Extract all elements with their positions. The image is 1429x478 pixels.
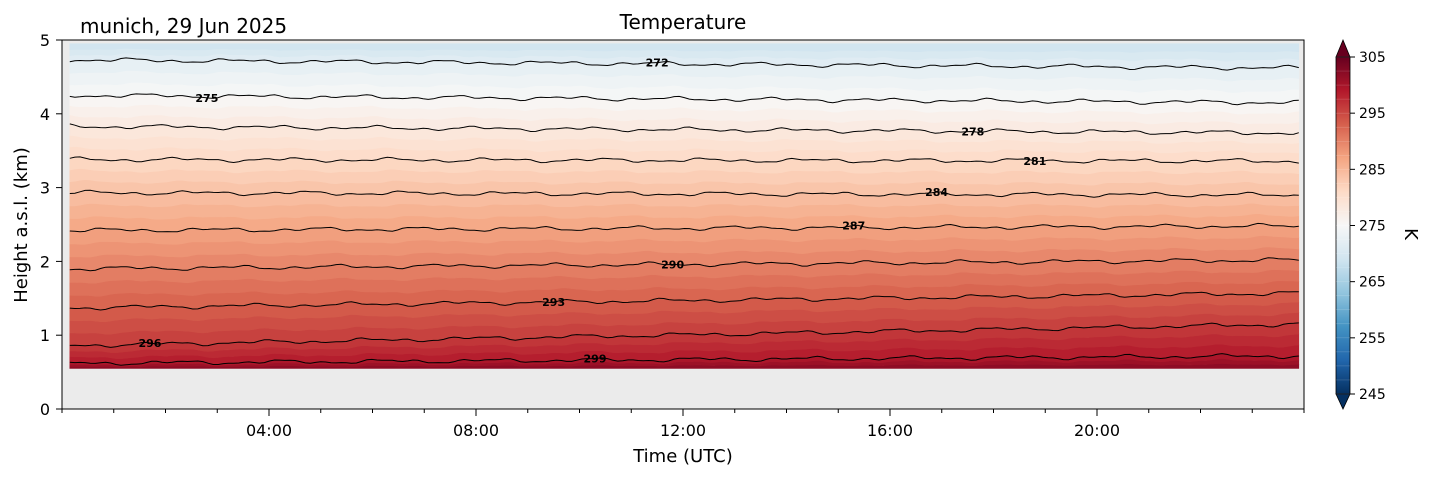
y-tick-label: 2 (40, 252, 50, 271)
contour-label-290: 290 (661, 258, 684, 271)
colorbar-min-arrow (1335, 393, 1351, 410)
colorbar-ticks: 245 255 265 275 285 295 305 (1336, 50, 1386, 403)
contour-label-299: 299 (584, 352, 607, 365)
x-axis: 04:00 08:00 12:00 16:00 20:00 (61, 409, 1305, 440)
contour-line-287 (69, 222, 1299, 233)
contour-labels: 299 296 293 290 287 284 281 278 275 272 (138, 57, 1046, 366)
contour-label-284: 284 (925, 186, 948, 199)
colorbar-gradient (1336, 57, 1350, 394)
colorbar-max-arrow (1335, 38, 1351, 58)
y-tick-label: 3 (40, 179, 50, 198)
colorbar-tick-label: 295 (1359, 106, 1386, 122)
contour-line-284 (69, 189, 1299, 198)
contour-line-281 (69, 156, 1299, 164)
contour-line-275 (69, 93, 1299, 106)
temperature-field (69, 43, 1300, 369)
x-tick-label: 16:00 (867, 421, 913, 440)
colorbar: 245 255 265 275 285 295 305 K (1335, 38, 1421, 410)
x-tick-label: 20:00 (1074, 421, 1120, 440)
x-tick-label: 04:00 (246, 421, 292, 440)
contour-label-272: 272 (646, 57, 669, 70)
plot-area: 299 296 293 290 287 284 281 278 275 272 (61, 39, 1305, 410)
contour-line-299 (69, 353, 1299, 366)
contour-line-293 (69, 291, 1299, 311)
colorbar-tick-label: 245 (1359, 387, 1386, 403)
contour-line-290 (69, 257, 1299, 272)
contour-label-278: 278 (961, 126, 984, 139)
y-axis-label: Height a.s.l. (km) (11, 147, 32, 303)
x-tick-label: 08:00 (453, 421, 499, 440)
y-tick-label: 1 (40, 326, 50, 345)
contour-line-272 (69, 57, 1299, 71)
contour-label-293: 293 (542, 296, 565, 309)
temperature-band (69, 43, 1300, 53)
colorbar-tick-label: 265 (1359, 275, 1386, 291)
colorbar-tick-label: 275 (1359, 219, 1386, 235)
x-axis-label: Time (UTC) (632, 446, 733, 467)
chart-title: Temperature (619, 10, 747, 34)
contour-label-281: 281 (1023, 155, 1046, 168)
contour-line-278 (69, 123, 1299, 136)
y-tick-label: 4 (40, 105, 50, 124)
contour-label-275: 275 (195, 92, 218, 105)
contour-lines (69, 57, 1299, 366)
y-axis: 0 1 2 3 4 5 (40, 31, 62, 419)
contour-label-287: 287 (842, 219, 865, 232)
x-tick-label: 12:00 (660, 421, 706, 440)
colorbar-tick-label: 305 (1359, 50, 1386, 66)
y-tick-label: 5 (40, 31, 50, 50)
colorbar-tick-label: 255 (1359, 331, 1386, 347)
colorbar-tick-label: 285 (1359, 162, 1386, 178)
chart-subtitle: munich, 29 Jun 2025 (80, 14, 287, 38)
colorbar-label: K (1400, 228, 1421, 241)
contour-line-296 (69, 322, 1299, 348)
y-tick-label: 0 (40, 400, 50, 419)
contour-label-296: 296 (138, 337, 161, 350)
